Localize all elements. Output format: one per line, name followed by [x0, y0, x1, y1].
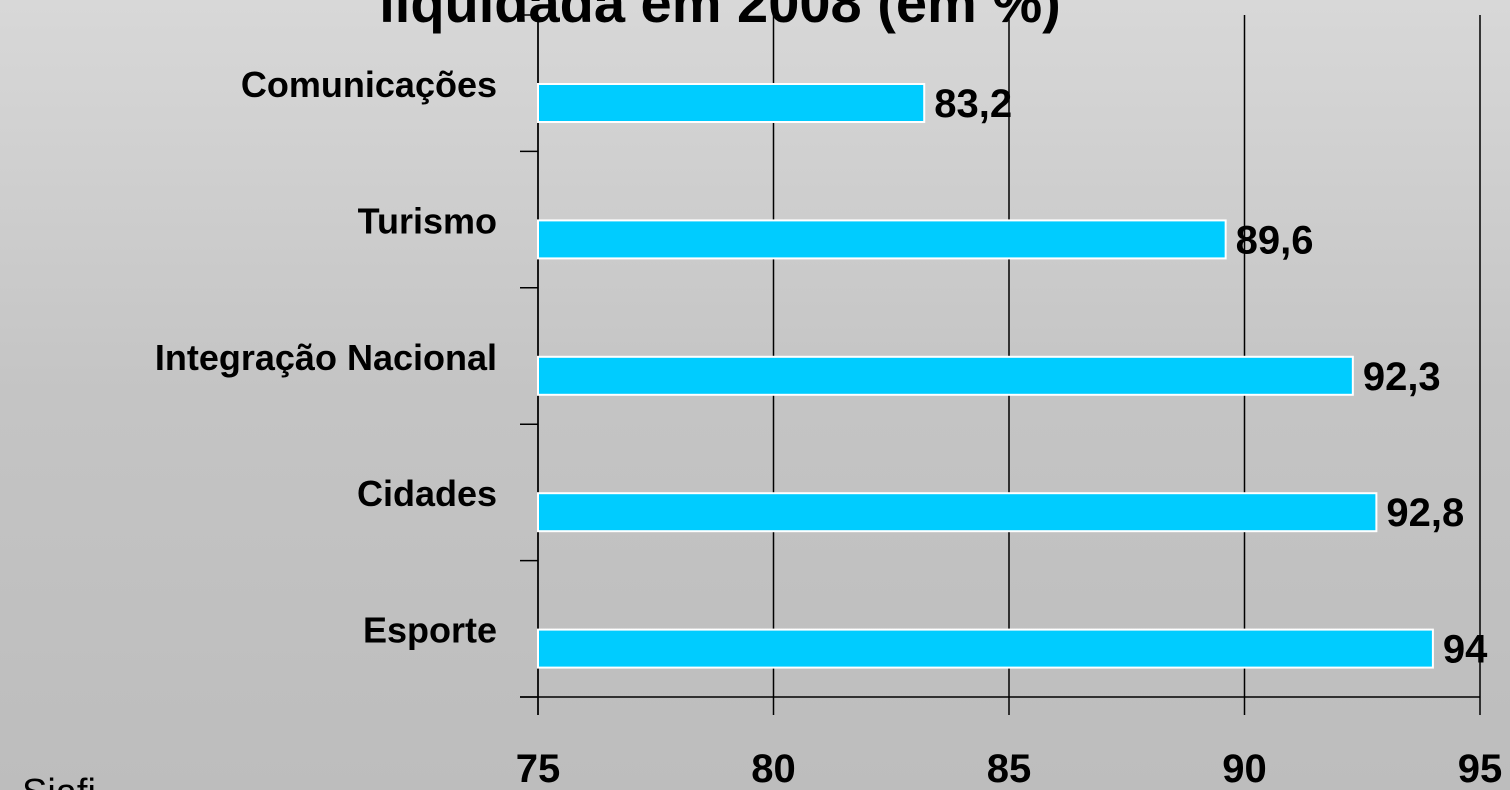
- source-note: Siafi: [22, 772, 96, 790]
- y-tick-label: Esporte: [363, 610, 497, 651]
- y-tick-label: Turismo: [358, 200, 497, 241]
- bar: [537, 492, 1378, 533]
- x-tick-label: 75: [516, 747, 561, 790]
- data-label: 83,2: [934, 82, 1012, 126]
- bar: [537, 83, 926, 123]
- data-label: 94: [1443, 628, 1488, 672]
- bar: [537, 628, 1434, 669]
- y-tick-label: Integração Nacional: [155, 337, 497, 378]
- y-tick-label: Cidades: [357, 473, 497, 514]
- data-label: 92,3: [1363, 355, 1441, 399]
- chart-title: liquidada em 2008 (em %): [379, 0, 1061, 34]
- data-label: 89,6: [1236, 218, 1314, 262]
- x-tick-label: 95: [1458, 747, 1503, 790]
- data-label: 92,8: [1386, 491, 1464, 535]
- x-tick-label: 90: [1222, 747, 1267, 790]
- bar: [537, 219, 1227, 260]
- x-tick-label: 80: [751, 747, 796, 790]
- bar: [537, 355, 1354, 396]
- x-tick-label: 85: [987, 747, 1032, 790]
- y-tick-label: Comunicações: [241, 64, 497, 105]
